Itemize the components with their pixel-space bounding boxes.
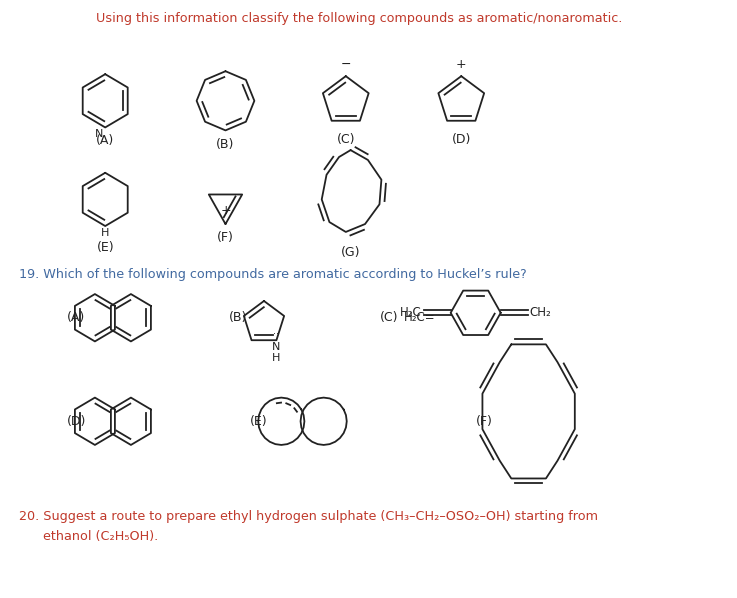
Text: (B): (B) bbox=[228, 311, 247, 324]
Text: H₂C=: H₂C= bbox=[404, 311, 435, 324]
Text: CH₂: CH₂ bbox=[530, 306, 551, 319]
Text: (C): (C) bbox=[380, 311, 398, 324]
Text: +: + bbox=[220, 204, 231, 217]
Text: (A): (A) bbox=[67, 311, 85, 324]
Text: N: N bbox=[272, 342, 281, 352]
Text: +: + bbox=[456, 58, 467, 71]
Text: (F): (F) bbox=[217, 231, 234, 244]
Text: (C): (C) bbox=[337, 133, 355, 147]
Text: 19. Which of the following compounds are aromatic according to Huckel’s rule?: 19. Which of the following compounds are… bbox=[18, 269, 526, 282]
Text: 20. Suggest a route to prepare ethyl hydrogen sulphate (CH₃–CH₂–OSO₂–OH) startin: 20. Suggest a route to prepare ethyl hyd… bbox=[18, 510, 598, 523]
Text: (F): (F) bbox=[475, 415, 492, 428]
Text: H: H bbox=[101, 228, 109, 238]
Text: ethanol (C₂H₅OH).: ethanol (C₂H₅OH). bbox=[18, 530, 158, 543]
Text: (D): (D) bbox=[452, 133, 471, 147]
Text: (E): (E) bbox=[97, 241, 114, 254]
Text: (B): (B) bbox=[216, 138, 234, 151]
Text: H₂C: H₂C bbox=[400, 306, 422, 319]
Text: H: H bbox=[272, 353, 281, 363]
Text: (G): (G) bbox=[340, 246, 360, 259]
Text: (D): (D) bbox=[67, 415, 86, 428]
Text: ··: ·· bbox=[273, 329, 279, 339]
Text: (A): (A) bbox=[96, 135, 114, 147]
Text: N: N bbox=[95, 129, 103, 139]
Text: −: − bbox=[340, 58, 351, 71]
Text: Using this information classify the following compounds as aromatic/nonaromatic.: Using this information classify the foll… bbox=[96, 12, 622, 25]
Text: (E): (E) bbox=[250, 415, 268, 428]
